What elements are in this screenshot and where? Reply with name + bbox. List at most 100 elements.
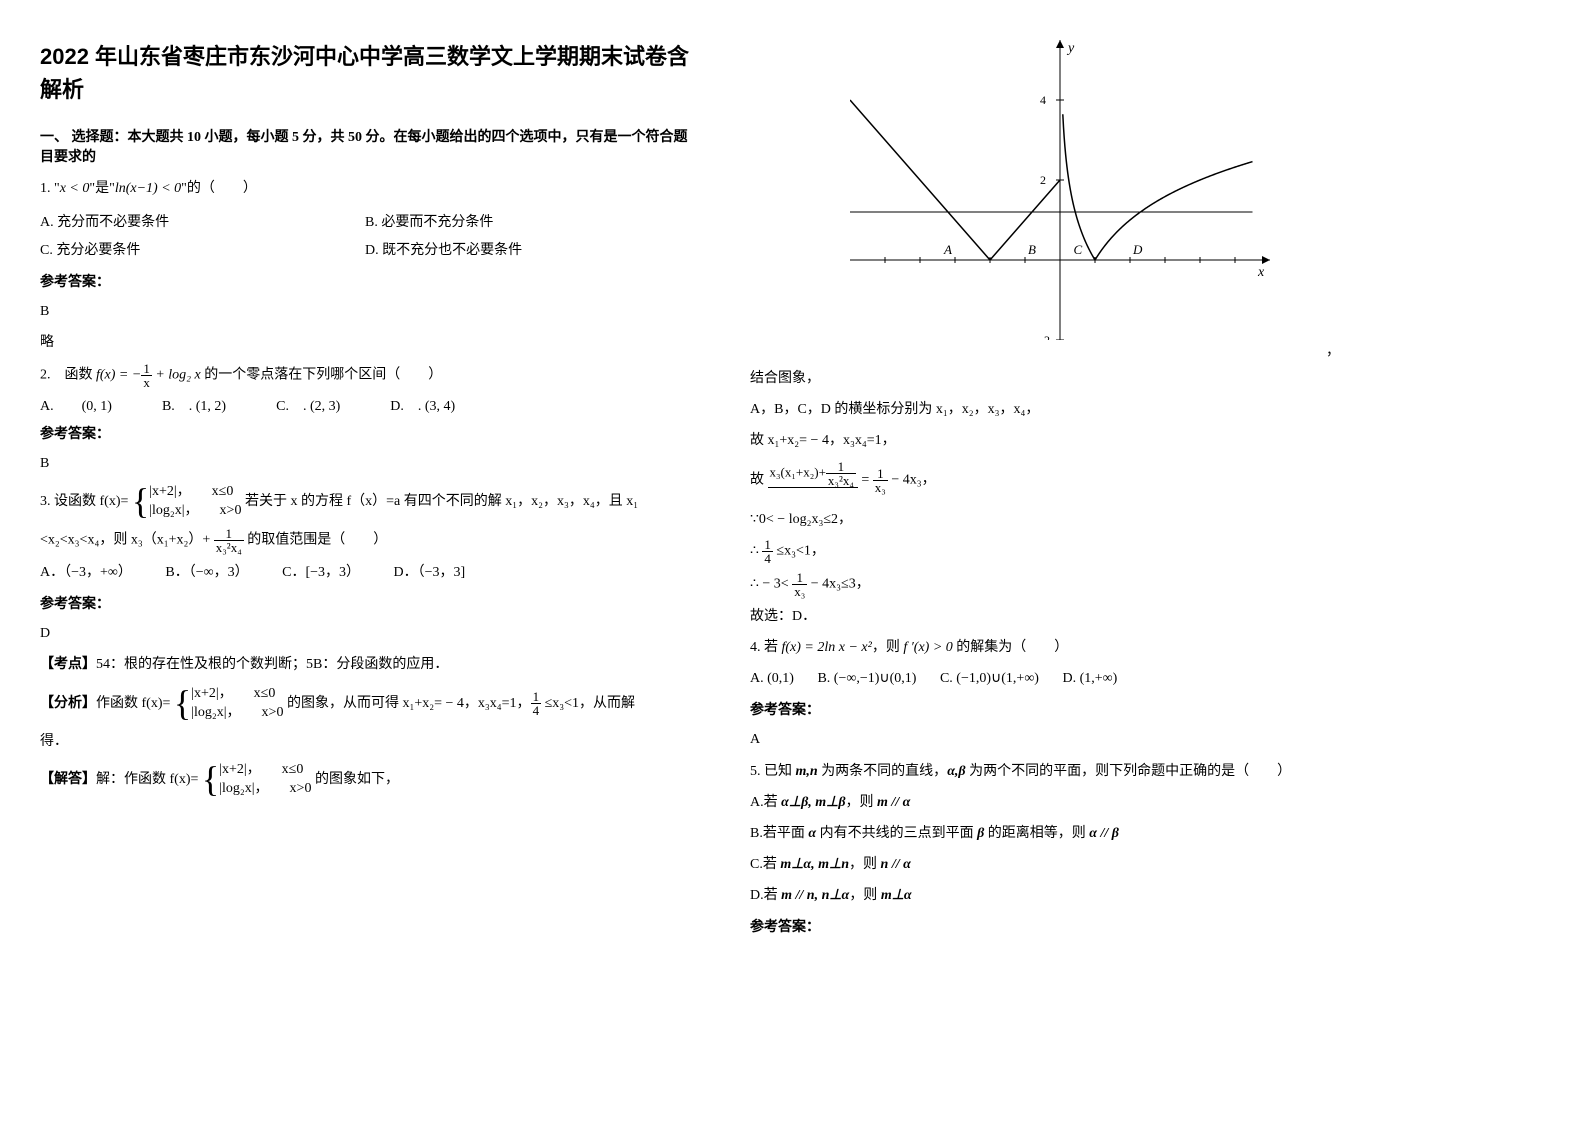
r-l6-frac: 14 <box>762 538 773 565</box>
q4-optC: C. (−1,0)∪(1,+∞) <box>940 671 1039 686</box>
kaodian-label: 【考点】 <box>40 657 96 672</box>
q3-optA: A．（−3，+∞） <box>40 565 132 580</box>
jieda-prefix: 解：作函数 <box>96 772 170 787</box>
exam-title: 2022 年山东省枣庄市东沙河中心中学高三数学文上学期期末试卷含解析 <box>40 40 690 106</box>
svg-text:A: A <box>943 242 952 257</box>
q3-line2-suffix: 的取值范围是（ ） <box>244 533 388 548</box>
q5A-math: α⊥β, m⊥β <box>781 795 845 810</box>
q3-fx: f(x)= <box>100 494 129 509</box>
svg-text:x: x <box>1257 265 1265 280</box>
q4-optA: A. (0,1) <box>750 671 794 686</box>
q5C-suffix: ，则 <box>849 857 881 872</box>
q3-stem: 3. 设函数 f(x)= { |x+2|， x≤0 |log₂x|， x>0 若… <box>40 482 690 521</box>
frac-den: x₃²x₄ <box>214 541 244 554</box>
q5B-a: α <box>808 826 816 841</box>
q5-suffix: 为两个不同的平面，则下列命题中正确的是（ ） <box>966 764 1292 779</box>
fenxi-fx: f(x)= <box>142 695 171 710</box>
r-l4-prefix: 故 <box>750 472 768 487</box>
q1-optA: A. 充分而不必要条件 <box>40 211 365 231</box>
q5D-prefix: D.若 <box>750 888 781 903</box>
q2-optA: A. (0, 1) <box>40 395 112 415</box>
q5A-prefix: A.若 <box>750 795 781 810</box>
q1-mid: "是" <box>89 181 114 196</box>
q5B-prefix: B.若平面 <box>750 826 808 841</box>
q1-optD: D. 既不充分也不必要条件 <box>365 239 690 259</box>
q4-math1: f(x) = 2ln x − x² <box>782 640 872 655</box>
q5B-math: α // β <box>1089 826 1119 841</box>
q4-math2: f ′(x) > 0 <box>903 640 952 655</box>
r-l4-eq: = <box>861 472 872 487</box>
fenxi-label: 【分析】 <box>40 695 96 710</box>
q3-fenxi: 【分析】作函数 f(x)= { |x+2|， x≤0 |log₂x|， x>0 … <box>40 684 690 723</box>
left-column: 2022 年山东省枣庄市东沙河中心中学高三数学文上学期期末试卷含解析 一、 选择… <box>40 40 690 944</box>
q1-stem: 1. "x < 0"是"ln(x−1) < 0"的（ ） <box>40 176 690 201</box>
q4-prefix: 4. 若 <box>750 640 782 655</box>
q3-jieda: 【解答】解：作函数 f(x)= { |x+2|， x≤0 |log₂x|， x>… <box>40 760 690 799</box>
q5-prefix: 5. 已知 <box>750 764 796 779</box>
q2-optD: D. . (3, 4) <box>390 395 455 415</box>
fenxi-frac: 14 <box>531 690 542 717</box>
q1-math2: ln(x−1) < 0 <box>115 181 181 196</box>
fenxi-case1: |x+2|， x≤0 <box>191 684 283 704</box>
q4-optD: D. (1,+∞) <box>1062 671 1117 686</box>
brace-icon: { <box>132 483 149 519</box>
frac-num: 1 <box>792 571 807 585</box>
q5-optD: D.若 m // n, n⊥α，则 m⊥α <box>750 883 1400 908</box>
jieda-label: 【解答】 <box>40 772 96 787</box>
svg-text:2: 2 <box>1040 173 1046 187</box>
frac-num: 1 <box>531 690 542 704</box>
r-l6-suffix: ≤x₃<1， <box>773 543 825 558</box>
r-l7: ∴ − 3< 1x₃ − 4x₃≤3， <box>750 571 1400 598</box>
q4-answer: A <box>750 727 1400 752</box>
q2-stem: 2. 函数 f(x) = −1x + log₂ x 的一个零点落在下列哪个区间（… <box>40 362 690 389</box>
q5-optC: C.若 m⊥α, m⊥n，则 n // α <box>750 852 1400 877</box>
q2-optB: B. . (1, 2) <box>162 395 226 415</box>
q4-stem: 4. 若 f(x) = 2ln x − x²，则 f ′(x) > 0 的解集为… <box>750 635 1400 660</box>
q3-answer-label: 参考答案： <box>40 593 690 613</box>
frac-den: x <box>141 376 152 389</box>
q3-frac2: 1x₃²x₄ <box>214 527 244 554</box>
q5-mn: m,n <box>796 764 818 779</box>
r-l6-prefix: ∴ <box>750 543 762 558</box>
jieda-piecewise: { |x+2|， x≤0 |log₂x|， x>0 <box>202 760 312 799</box>
frac-num: 1 <box>826 460 856 474</box>
r-l3: 故 x₁+x₂= − 4，x₃x₄=1， <box>750 428 1400 453</box>
svg-text:-2: -2 <box>1040 333 1050 340</box>
q5-optB: B.若平面 α 内有不共线的三点到平面 β 的距离相等，则 α // β <box>750 821 1400 846</box>
q5D-suffix: ，则 <box>849 888 881 903</box>
q3-line2-prefix: <x₂<x₃<x₄，则 x₃（x₁+x₂）+ <box>40 533 214 548</box>
q5B-mid2: 的距离相等，则 <box>984 826 1089 841</box>
q3-mid: 若关于 x 的方程 f（x）=a 有四个不同的解 x₁，x₂，x₃，x₄，且 x… <box>245 494 638 509</box>
jieda-case2: |log₂x|， x>0 <box>219 779 311 799</box>
q5-optA: A.若 α⊥β, m⊥β，则 m // α <box>750 790 1400 815</box>
q2-suffix: 的一个零点落在下列哪个区间（ ） <box>204 367 442 382</box>
r-l4-suffix: − 4x₃， <box>888 472 936 487</box>
q5A-suffix: ，则 <box>846 795 878 810</box>
q4-answer-label: 参考答案： <box>750 699 1400 719</box>
q3-optB: B．（−∞，3） <box>165 565 248 580</box>
brace-icon: { <box>174 685 191 721</box>
r-l4-bigfrac: x₃(x₁+x₂)+1x₃²x₄ <box>768 460 858 501</box>
frac-den: 4 <box>762 552 773 565</box>
q2-prefix: 2. 函数 <box>40 367 96 382</box>
fenxi-prefix: 作函数 <box>96 695 142 710</box>
frac-num: 1 <box>141 362 152 376</box>
fenxi-mid: 的图象，从而可得 x₁+x₂= − 4，x₃x₄=1， <box>287 695 531 710</box>
q5-answer-label: 参考答案： <box>750 916 1400 936</box>
svg-text:D: D <box>1132 242 1143 257</box>
q1-note: 略 <box>40 330 690 355</box>
q3-prefix: 3. 设函数 <box>40 494 100 509</box>
r-l7-prefix: ∴ − 3< <box>750 576 792 591</box>
q5-stem: 5. 已知 m,n 为两条不同的直线，α,β 为两个不同的平面，则下列命题中正确… <box>750 759 1400 784</box>
q2-optC: C. . (2, 3) <box>276 395 340 415</box>
frac-den: x₃²x₄ <box>826 474 856 487</box>
graph-svg: yx42-2ABCD <box>850 40 1270 340</box>
brace-icon: { <box>202 761 219 797</box>
q5D-math: m // n, n⊥α <box>781 888 849 903</box>
r-l7-frac: 1x₃ <box>792 571 807 598</box>
q5D-math2: m⊥α <box>881 888 912 903</box>
q1-prefix: 1. " <box>40 181 60 196</box>
r-l7-suffix: − 4x₃≤3， <box>807 576 869 591</box>
q3-piecewise: { |x+2|， x≤0 |log₂x|， x>0 <box>132 482 242 521</box>
svg-text:4: 4 <box>1040 93 1046 107</box>
